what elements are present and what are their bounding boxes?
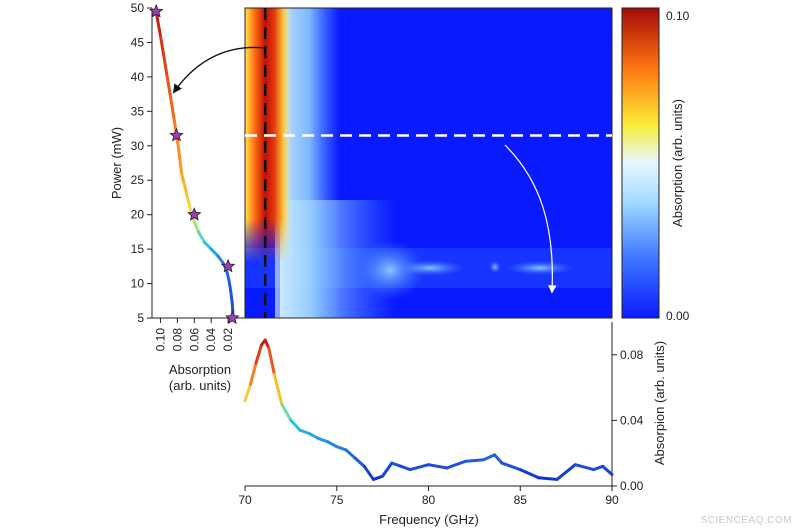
frequency-tick-label: 75 <box>330 493 344 507</box>
absorption-axis-label-line1: Absorption <box>169 362 231 377</box>
heatmap-blob <box>489 261 501 273</box>
frequency-axis-label: Frequency (GHz) <box>379 512 479 527</box>
spectrum-line-segment <box>482 453 497 462</box>
spectrum-line-segment <box>326 440 339 449</box>
frequency-tick-label: 80 <box>422 493 436 507</box>
power-tick-label: 25 <box>131 173 145 187</box>
spectrum-line-segment <box>427 463 449 470</box>
absorption-tick-label: 0.06 <box>187 328 201 352</box>
power-absorption-line-segment <box>202 240 213 251</box>
spectrum-line-segment <box>399 464 412 472</box>
power-absorption-line-segment <box>169 96 176 120</box>
spectrum-line-segment <box>249 361 258 386</box>
power-absorption-line-segment <box>165 75 173 100</box>
power-absorption-panel: 5 10 15 20 25 30 35 40 45 50 0.10 0.08 0.06 0.04 0.02 <box>131 1 245 351</box>
black-arrow <box>172 46 266 94</box>
spectrum-line-segment <box>555 463 577 481</box>
power-tick-label: 15 <box>131 242 145 256</box>
power-tick-label: 5 <box>137 311 144 325</box>
spectrum-line-segment <box>272 372 284 406</box>
power-absorption-line-segment <box>156 20 162 38</box>
colorbar-tick-max: 0.10 <box>666 9 690 23</box>
frequency-tick-label: 85 <box>514 493 528 507</box>
spectrum-line-segment <box>243 382 253 403</box>
spectrum-line-segment <box>518 468 541 480</box>
spectrum-line-segment <box>335 445 348 452</box>
colorbar <box>621 7 660 319</box>
power-axis-label: Power (mW) <box>109 127 124 199</box>
absorption-tick-label: 0.04 <box>204 328 218 352</box>
colorbar-label: Absorption (arb. units) <box>670 99 685 227</box>
spectrum-line-segment <box>362 464 375 481</box>
watermark: SCIENCEAQ.COM <box>700 515 792 526</box>
power-absorption-line-segment <box>209 247 220 258</box>
power-tick-label: 40 <box>131 70 145 84</box>
spectrum-line-segment <box>601 464 614 477</box>
spectrum-line-segment <box>390 461 403 468</box>
absorption-spectrum-panel: 70 75 80 85 900.00 0.04 0.08 <box>238 322 644 507</box>
spectrum-line-segment <box>254 343 264 365</box>
spectrum-absorption-tick-label: 0.00 <box>620 479 644 493</box>
power-tick-label: 50 <box>131 1 145 15</box>
power-absorption-line-segment <box>176 144 182 162</box>
power-absorption-line-segment <box>178 158 184 175</box>
power-absorption-line-segment <box>162 54 169 79</box>
frequency-tick-label: 70 <box>238 493 252 507</box>
spectrum-line-segment <box>280 402 293 422</box>
spectrum-line-segment <box>289 418 302 432</box>
spectrum-line-segment <box>307 432 320 440</box>
power-absorption-line-segment <box>197 230 206 244</box>
power-absorption-line-segment <box>227 278 233 292</box>
star-marker <box>220 258 236 273</box>
heatmap-blob <box>395 260 465 276</box>
spectrum-line-segment <box>371 474 385 481</box>
power-tick-label: 20 <box>131 208 145 222</box>
star-marker <box>169 127 184 142</box>
heatmap-blob <box>506 261 574 275</box>
star-marker <box>187 207 202 221</box>
spectrum-line-segment <box>267 346 276 376</box>
spectrum-line-segment <box>381 461 394 478</box>
power-absorption-line-segment <box>158 34 166 58</box>
absorption-tick-label: 0.10 <box>153 328 167 352</box>
spectrum-line-segment <box>316 436 330 444</box>
spectrum-line-segment <box>353 456 366 468</box>
spectrum-line-segment <box>463 458 486 463</box>
spectrum-line-segment <box>537 476 559 481</box>
spectrum-line-segment <box>298 428 311 436</box>
star-marker <box>148 3 164 18</box>
power-tick-label: 30 <box>131 139 145 153</box>
spectrum-line-segment <box>500 461 522 472</box>
power-absorption-line-segment <box>182 182 189 196</box>
spectrum-line-segment <box>493 453 504 465</box>
heatmap-frame <box>244 7 613 319</box>
spectrum-line-segment <box>445 459 467 470</box>
power-tick-label: 35 <box>131 104 145 118</box>
spectrum-absorption-tick-label: 0.08 <box>620 348 644 362</box>
heatmap-ridge <box>245 8 290 318</box>
frequency-tick-label: 90 <box>605 493 619 507</box>
power-absorption-line-segment <box>224 268 231 282</box>
white-arrow <box>504 144 557 294</box>
spectrum-line-segment <box>592 464 605 472</box>
power-absorption-line-segment <box>192 220 200 234</box>
spectrum-line-segment <box>344 448 357 460</box>
absorption-axis-label-line2: (arb. units) <box>169 378 231 393</box>
spectrum-absorption-tick-label: 0.04 <box>620 413 644 427</box>
spectrum-absorption-axis-label: Absorpion (arb. units) <box>652 341 667 465</box>
power-tick-label: 10 <box>131 277 145 291</box>
absorption-tick-label: 0.02 <box>221 328 235 352</box>
colorbar-tick-min: 0.00 <box>666 309 690 323</box>
spectrum-line-segment <box>573 463 596 472</box>
star-marker <box>225 310 240 325</box>
crosshair <box>245 8 612 318</box>
power-tick-label: 45 <box>131 35 145 49</box>
power-absorption-line-segment <box>185 192 191 206</box>
power-absorption-line-segment <box>180 171 186 186</box>
absorption-tick-label: 0.08 <box>170 328 184 352</box>
spectrum-line-segment <box>408 463 430 472</box>
heatmap-blob <box>355 240 425 300</box>
heatmap-panel <box>245 8 612 318</box>
